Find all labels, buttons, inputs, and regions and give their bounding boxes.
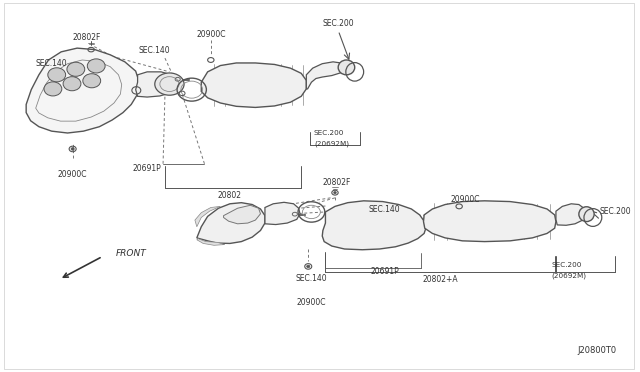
Ellipse shape <box>87 59 105 73</box>
Text: 20802F: 20802F <box>72 33 101 42</box>
Ellipse shape <box>579 207 594 222</box>
Ellipse shape <box>67 62 84 76</box>
Polygon shape <box>307 62 344 89</box>
Text: (20692M): (20692M) <box>552 272 586 279</box>
Polygon shape <box>26 48 140 133</box>
Ellipse shape <box>63 77 81 91</box>
Text: J20800T0: J20800T0 <box>577 346 616 355</box>
Polygon shape <box>323 201 426 250</box>
Polygon shape <box>556 204 585 225</box>
Text: SEC.140: SEC.140 <box>369 205 401 214</box>
Ellipse shape <box>48 68 66 82</box>
Polygon shape <box>223 205 260 224</box>
Text: (20692M): (20692M) <box>314 141 349 147</box>
Text: 20691P: 20691P <box>370 267 399 276</box>
Text: 20691P: 20691P <box>132 164 161 173</box>
Polygon shape <box>136 72 178 97</box>
Text: 20802: 20802 <box>218 191 242 200</box>
Polygon shape <box>197 203 265 243</box>
Ellipse shape <box>71 148 74 150</box>
Polygon shape <box>424 201 556 241</box>
Text: 20900C: 20900C <box>297 298 326 307</box>
Text: 20802+A: 20802+A <box>422 275 458 284</box>
Text: SEC.200: SEC.200 <box>599 208 631 217</box>
Ellipse shape <box>333 192 336 194</box>
Text: SEC.200: SEC.200 <box>314 130 344 137</box>
Text: 20900C: 20900C <box>451 195 480 204</box>
Text: SEC.200: SEC.200 <box>552 262 582 267</box>
Ellipse shape <box>338 60 355 75</box>
Text: 20900C: 20900C <box>57 170 87 179</box>
Ellipse shape <box>155 73 184 95</box>
Text: SEC.140: SEC.140 <box>139 46 171 55</box>
Ellipse shape <box>307 265 310 268</box>
Polygon shape <box>197 238 225 245</box>
Text: FRONT: FRONT <box>115 249 146 258</box>
Text: 20900C: 20900C <box>196 30 225 39</box>
Ellipse shape <box>44 82 62 96</box>
Text: SEC.140: SEC.140 <box>36 59 67 68</box>
Text: SEC.140: SEC.140 <box>296 274 327 283</box>
Polygon shape <box>195 206 220 227</box>
Ellipse shape <box>83 74 100 88</box>
Polygon shape <box>265 202 300 225</box>
Text: SEC.200: SEC.200 <box>323 19 354 28</box>
Polygon shape <box>201 63 307 108</box>
Text: 20802F: 20802F <box>322 178 351 187</box>
